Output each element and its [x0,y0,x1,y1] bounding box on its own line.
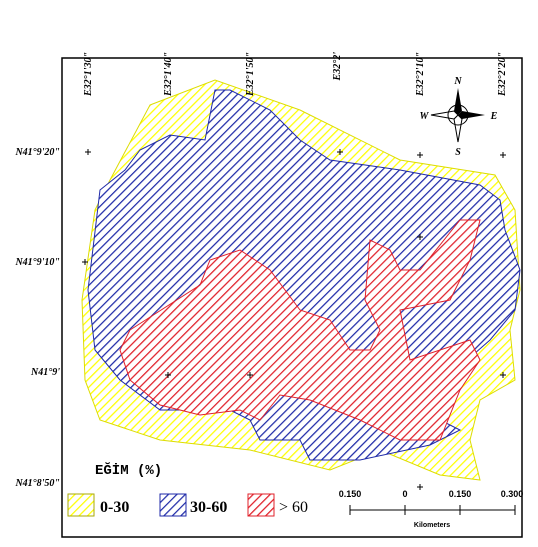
latitude-label: N41°9'10" [14,257,60,268]
scale-bar: 0.150 0 0.150 0.300 Kilometers [339,489,524,529]
latitude-label: N41°9' [30,367,60,378]
compass-n: N [453,76,462,87]
latitude-label: N41°9'20" [14,147,60,158]
legend-label: > 60 [279,499,308,516]
scale-label: 0.300 [501,489,524,499]
longitude-label: E32°2' [332,52,343,82]
legend-swatch [67,493,95,517]
slope-over-60 [119,219,481,441]
compass-w: W [420,111,430,122]
latitude-label: N41°8'50" [14,478,60,489]
grid-crosses [82,149,506,490]
longitude-label: E32°1'50" [245,52,256,97]
legend-label: 0-30 [100,499,129,516]
longitude-label: E32°2'20" [497,52,508,97]
legend-label: 30-60 [190,499,227,516]
map-area [81,79,521,481]
scale-unit: Kilometers [414,522,450,529]
frame [61,57,523,538]
scale-label: 0.150 [449,489,472,499]
longitude-label: E32°1'40" [163,52,174,97]
legend-swatch [159,493,187,517]
longitude-label: E32°1'30" [83,52,94,97]
legend: EĞİM (%) 0-30 30-60 > 60 [67,461,308,517]
latitude-labels: N41°9'20" N41°9'10" N41°9' N41°8'50" [14,147,60,489]
longitude-label: E32°2'10" [415,52,426,97]
compass-e: E [490,111,498,122]
legend-swatch [247,493,275,517]
compass-s: S [455,147,461,158]
compass: N S W E [420,76,498,158]
scale-label: 0.150 [339,489,362,499]
scale-label: 0 [402,489,407,499]
longitude-labels: E32°1'30" E32°1'40" E32°1'50" E32°2' E32°2'1… [83,52,508,97]
legend-title: EĞİM (%) [95,461,162,479]
